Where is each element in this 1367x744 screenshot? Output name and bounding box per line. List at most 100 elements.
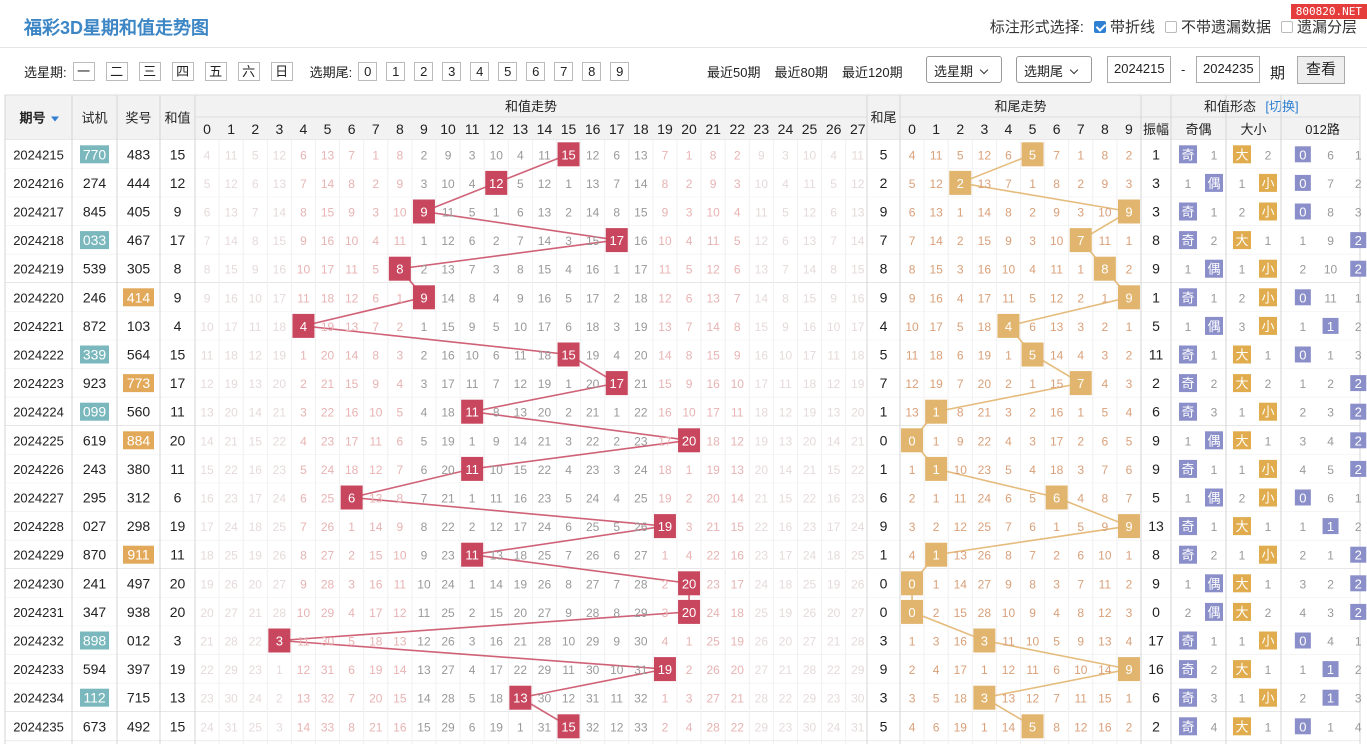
recent-80-link[interactable]: 最近80期 [774, 65, 828, 80]
route-value: 1 [1327, 319, 1334, 334]
route-value: 2 [1355, 405, 1362, 420]
test-cell: 845 [83, 204, 107, 220]
omission-cell: 28 [586, 606, 600, 620]
weekday-button-2[interactable]: 三 [138, 61, 161, 81]
omission-cell: 22 [803, 492, 817, 506]
route-omission: 3 [1355, 692, 1362, 706]
opt-layer-checkbox[interactable]: 遗漏分层 [1280, 16, 1357, 37]
omission-cell: 13 [905, 406, 919, 420]
sum-col-header: 17 [609, 121, 625, 137]
omission-cell: 6 [909, 206, 916, 220]
sum-col-header: 15 [561, 121, 577, 137]
route-value: 0 [1299, 719, 1306, 734]
omission-cell: 23 [779, 720, 793, 734]
tail-button-9[interactable]: 9 [610, 61, 630, 81]
sum-col-header: 8 [396, 121, 404, 137]
weekday-button-5[interactable]: 六 [237, 61, 260, 81]
sum-hit-value: 17 [610, 376, 624, 391]
select-tail-dropdown[interactable]: 选期尾 [1016, 56, 1092, 83]
prize-cell: 715 [127, 690, 151, 706]
omission-cell: 11 [562, 663, 575, 677]
issue-cell: 2024219 [13, 262, 64, 277]
big-small-value: 大 [1235, 348, 1248, 363]
big-small-value: 小 [1261, 634, 1274, 649]
omission-cell: 1 [909, 463, 916, 477]
tail-trend-header: 和尾走势 [994, 99, 1046, 114]
odd-even-omission: 1 [1211, 148, 1218, 162]
omission-cell: 7 [613, 177, 620, 191]
omission-cell: 1 [981, 663, 988, 677]
omission-cell: 20 [731, 663, 745, 677]
omission-cell: 10 [345, 234, 359, 248]
omission-cell: 1 [565, 377, 572, 391]
omission-cell: 9 [397, 520, 404, 534]
omission-cell: 19 [224, 377, 238, 391]
prize-highlight [123, 288, 154, 307]
route-badge [1294, 203, 1311, 220]
tail-button-5[interactable]: 5 [498, 61, 518, 81]
test-cell: 347 [83, 604, 107, 620]
tail-button-3[interactable]: 3 [442, 61, 462, 81]
recent-50-link[interactable]: 最近50期 [707, 65, 761, 80]
tail-button-0[interactable]: 0 [358, 61, 378, 81]
weekday-button-6[interactable]: 日 [270, 61, 293, 81]
omission-cell: 31 [634, 663, 648, 677]
omission-cell: 1 [469, 492, 476, 506]
omission-cell: 4 [1029, 263, 1036, 277]
omission-cell: 24 [634, 463, 648, 477]
omission-cell: 14 [538, 234, 552, 248]
recent-120-link[interactable]: 最近120期 [841, 65, 903, 80]
omission-cell: 16 [803, 320, 817, 334]
opt-nomiss-checkbox[interactable]: 不带遗漏数据 [1164, 16, 1271, 37]
switch-link[interactable]: [切换] [1265, 99, 1298, 114]
omission-cell: 22 [586, 434, 600, 448]
route-omission: 1 [1300, 663, 1307, 677]
tail-button-7[interactable]: 7 [554, 61, 574, 81]
opt-line-checkbox[interactable]: 带折线 [1093, 16, 1155, 37]
tail-button-4[interactable]: 4 [470, 61, 490, 81]
test-cell: 033 [83, 232, 107, 248]
omission-cell: 24 [538, 520, 552, 534]
omission-cell: 7 [397, 463, 404, 477]
to-issue-input[interactable]: 2024235 [1196, 56, 1260, 83]
omission-cell: 28 [755, 692, 769, 706]
omission-cell: 25 [249, 720, 263, 734]
tail-button-1[interactable]: 1 [386, 61, 406, 81]
omission-cell: 25 [755, 606, 769, 620]
from-issue-input[interactable]: 2024215 [1107, 56, 1171, 83]
omission-cell: 12 [827, 377, 841, 391]
weekday-button-0[interactable]: 一 [72, 61, 95, 81]
prize-cell: 312 [127, 490, 151, 506]
omission-cell: 7 [613, 577, 620, 591]
tail-button-2[interactable]: 2 [414, 61, 434, 81]
omission-cell: 2 [565, 206, 572, 220]
omission-cell: 4 [933, 663, 940, 677]
weekday-button-4[interactable]: 五 [204, 61, 227, 81]
omission-cell: 20 [249, 577, 263, 591]
tail-button-6[interactable]: 6 [526, 61, 546, 81]
omission-cell: 7 [1053, 148, 1060, 162]
sum-cell: 15 [170, 146, 186, 162]
omission-cell: 19 [249, 549, 263, 563]
omission-cell: 8 [1053, 177, 1060, 191]
omission-cell: 5 [469, 692, 476, 706]
route-omission: 3 [1300, 434, 1307, 448]
weekday-button-1[interactable]: 二 [105, 61, 128, 81]
omission-cell: 12 [586, 148, 600, 162]
sum-hit-ball [653, 514, 676, 539]
omission-cell: 10 [441, 177, 455, 191]
omission-cell: 9 [1102, 177, 1109, 191]
omission-cell: 26 [586, 549, 600, 563]
query-button[interactable]: 查看 [1297, 56, 1345, 84]
omission-cell: 11 [852, 148, 865, 162]
sum-hit-ball [461, 456, 484, 481]
tail-button-8[interactable]: 8 [582, 61, 602, 81]
omission-cell: 6 [957, 349, 964, 363]
omission-cell: 7 [1126, 492, 1133, 506]
weekday-button-3[interactable]: 四 [171, 61, 194, 81]
select-week-dropdown[interactable]: 选星期 [926, 56, 1002, 83]
omission-cell: 6 [933, 720, 940, 734]
omission-cell: 5 [372, 263, 379, 277]
route-omission: 1 [1300, 377, 1307, 391]
route-omission: 1 [1327, 720, 1334, 734]
